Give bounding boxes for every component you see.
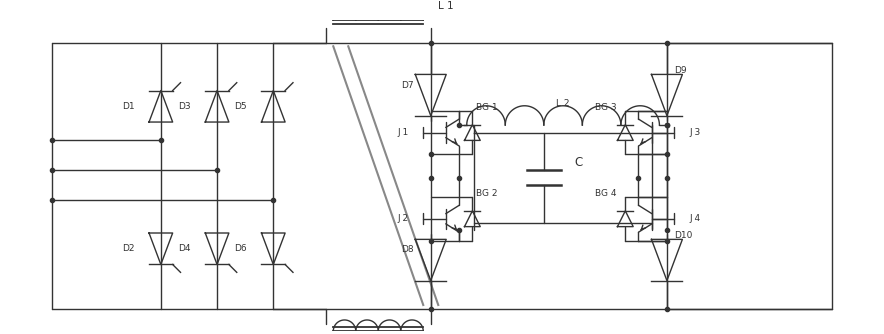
Text: J 4: J 4 (690, 214, 700, 223)
Text: D10: D10 (674, 230, 693, 239)
Text: D9: D9 (674, 65, 687, 74)
Text: BG 4: BG 4 (595, 189, 617, 198)
Text: D6: D6 (234, 244, 247, 253)
Text: D1: D1 (122, 102, 134, 111)
Text: BG 2: BG 2 (476, 189, 498, 198)
Text: C: C (575, 156, 583, 169)
Text: D5: D5 (234, 102, 247, 111)
Text: J 2: J 2 (397, 214, 408, 223)
Text: D7: D7 (400, 80, 414, 90)
Text: BG 1: BG 1 (476, 103, 498, 112)
Text: BG 3: BG 3 (595, 103, 617, 112)
Text: L 2: L 2 (556, 99, 570, 108)
Text: D4: D4 (179, 244, 191, 253)
Text: D3: D3 (179, 102, 191, 111)
Text: D2: D2 (122, 244, 134, 253)
Text: J 3: J 3 (690, 128, 701, 137)
Text: L 1: L 1 (438, 1, 453, 11)
Text: J 1: J 1 (397, 128, 408, 137)
Text: D8: D8 (400, 245, 414, 255)
